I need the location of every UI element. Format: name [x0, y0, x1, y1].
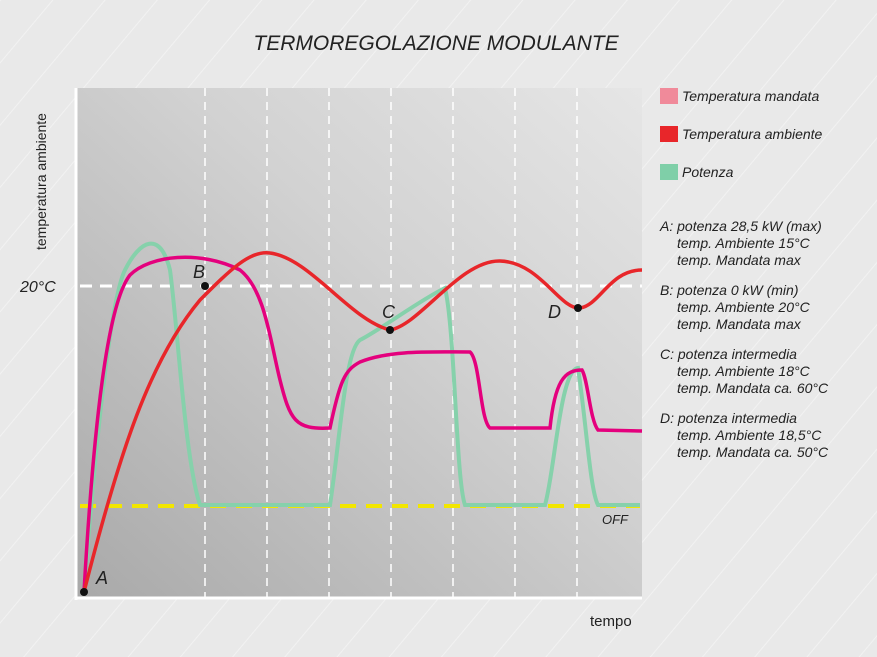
power-curve	[82, 241, 640, 593]
supply-temp-curve	[82, 255, 643, 593]
point-label: C	[382, 302, 396, 322]
note-line: D: potenza intermedia	[660, 410, 797, 426]
note-line: temp. Ambiente 18,5°C	[677, 427, 822, 443]
note-line: temp. Mandata max	[677, 316, 802, 332]
note-line: A: potenza 28,5 kW (max)	[659, 218, 822, 234]
note-line: temp. Ambiente 15°C	[677, 235, 811, 251]
note-line: temp. Mandata max	[677, 252, 802, 268]
legend-swatch	[660, 164, 678, 180]
point-label: A	[95, 568, 108, 588]
reference-label: 20°C	[19, 279, 56, 296]
note-line: C: potenza intermedia	[660, 346, 797, 362]
notes: A: potenza 28,5 kW (max)temp. Ambiente 1…	[659, 218, 829, 460]
note-line: temp. Mandata ca. 50°C	[677, 444, 829, 460]
legend-label: Temperatura ambiente	[682, 126, 823, 142]
time-grid	[204, 88, 578, 598]
legend-swatch	[660, 126, 678, 142]
point-label: D	[548, 302, 561, 322]
legend-label: Potenza	[682, 164, 734, 180]
points	[80, 282, 582, 596]
room-temp-curve	[82, 251, 643, 593]
title: TERMOREGOLAZIONE MODULANTE	[253, 32, 619, 55]
x-axis-label: tempo	[590, 613, 632, 630]
point-label: B	[193, 262, 205, 282]
legend-swatch	[660, 88, 678, 104]
note-line: B: potenza 0 kW (min)	[660, 282, 799, 298]
note-line: temp. Ambiente 18°C	[677, 363, 811, 379]
note-line: temp. Mandata ca. 60°C	[677, 380, 829, 396]
note-line: temp. Ambiente 20°C	[677, 299, 811, 315]
off-label: OFF	[602, 512, 629, 527]
legend-label: Temperatura mandata	[682, 88, 819, 104]
y-axis-label: temperatura ambiente	[33, 113, 49, 250]
